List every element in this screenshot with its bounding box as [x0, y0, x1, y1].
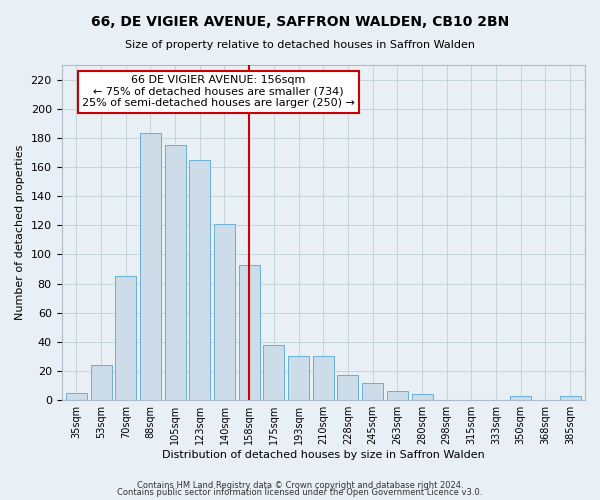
Bar	[560, 396, 581, 400]
X-axis label: Distribution of detached houses by size in Saffron Walden: Distribution of detached houses by size …	[162, 450, 485, 460]
Bar	[387, 392, 408, 400]
Text: Contains HM Land Registry data © Crown copyright and database right 2024.: Contains HM Land Registry data © Crown c…	[137, 480, 463, 490]
Bar	[288, 356, 309, 400]
Bar	[140, 134, 161, 400]
Text: 66 DE VIGIER AVENUE: 156sqm
← 75% of detached houses are smaller (734)
25% of se: 66 DE VIGIER AVENUE: 156sqm ← 75% of det…	[82, 75, 355, 108]
Text: Size of property relative to detached houses in Saffron Walden: Size of property relative to detached ho…	[125, 40, 475, 50]
Bar	[214, 224, 235, 400]
Bar	[511, 396, 531, 400]
Bar	[337, 376, 358, 400]
Bar	[66, 393, 87, 400]
Bar	[164, 145, 185, 400]
Bar	[239, 264, 260, 400]
Bar	[115, 276, 136, 400]
Bar	[313, 356, 334, 400]
Bar	[263, 345, 284, 400]
Bar	[362, 382, 383, 400]
Bar	[91, 365, 112, 400]
Text: 66, DE VIGIER AVENUE, SAFFRON WALDEN, CB10 2BN: 66, DE VIGIER AVENUE, SAFFRON WALDEN, CB…	[91, 15, 509, 29]
Bar	[412, 394, 433, 400]
Text: Contains public sector information licensed under the Open Government Licence v3: Contains public sector information licen…	[118, 488, 482, 497]
Bar	[190, 160, 210, 400]
Y-axis label: Number of detached properties: Number of detached properties	[15, 145, 25, 320]
